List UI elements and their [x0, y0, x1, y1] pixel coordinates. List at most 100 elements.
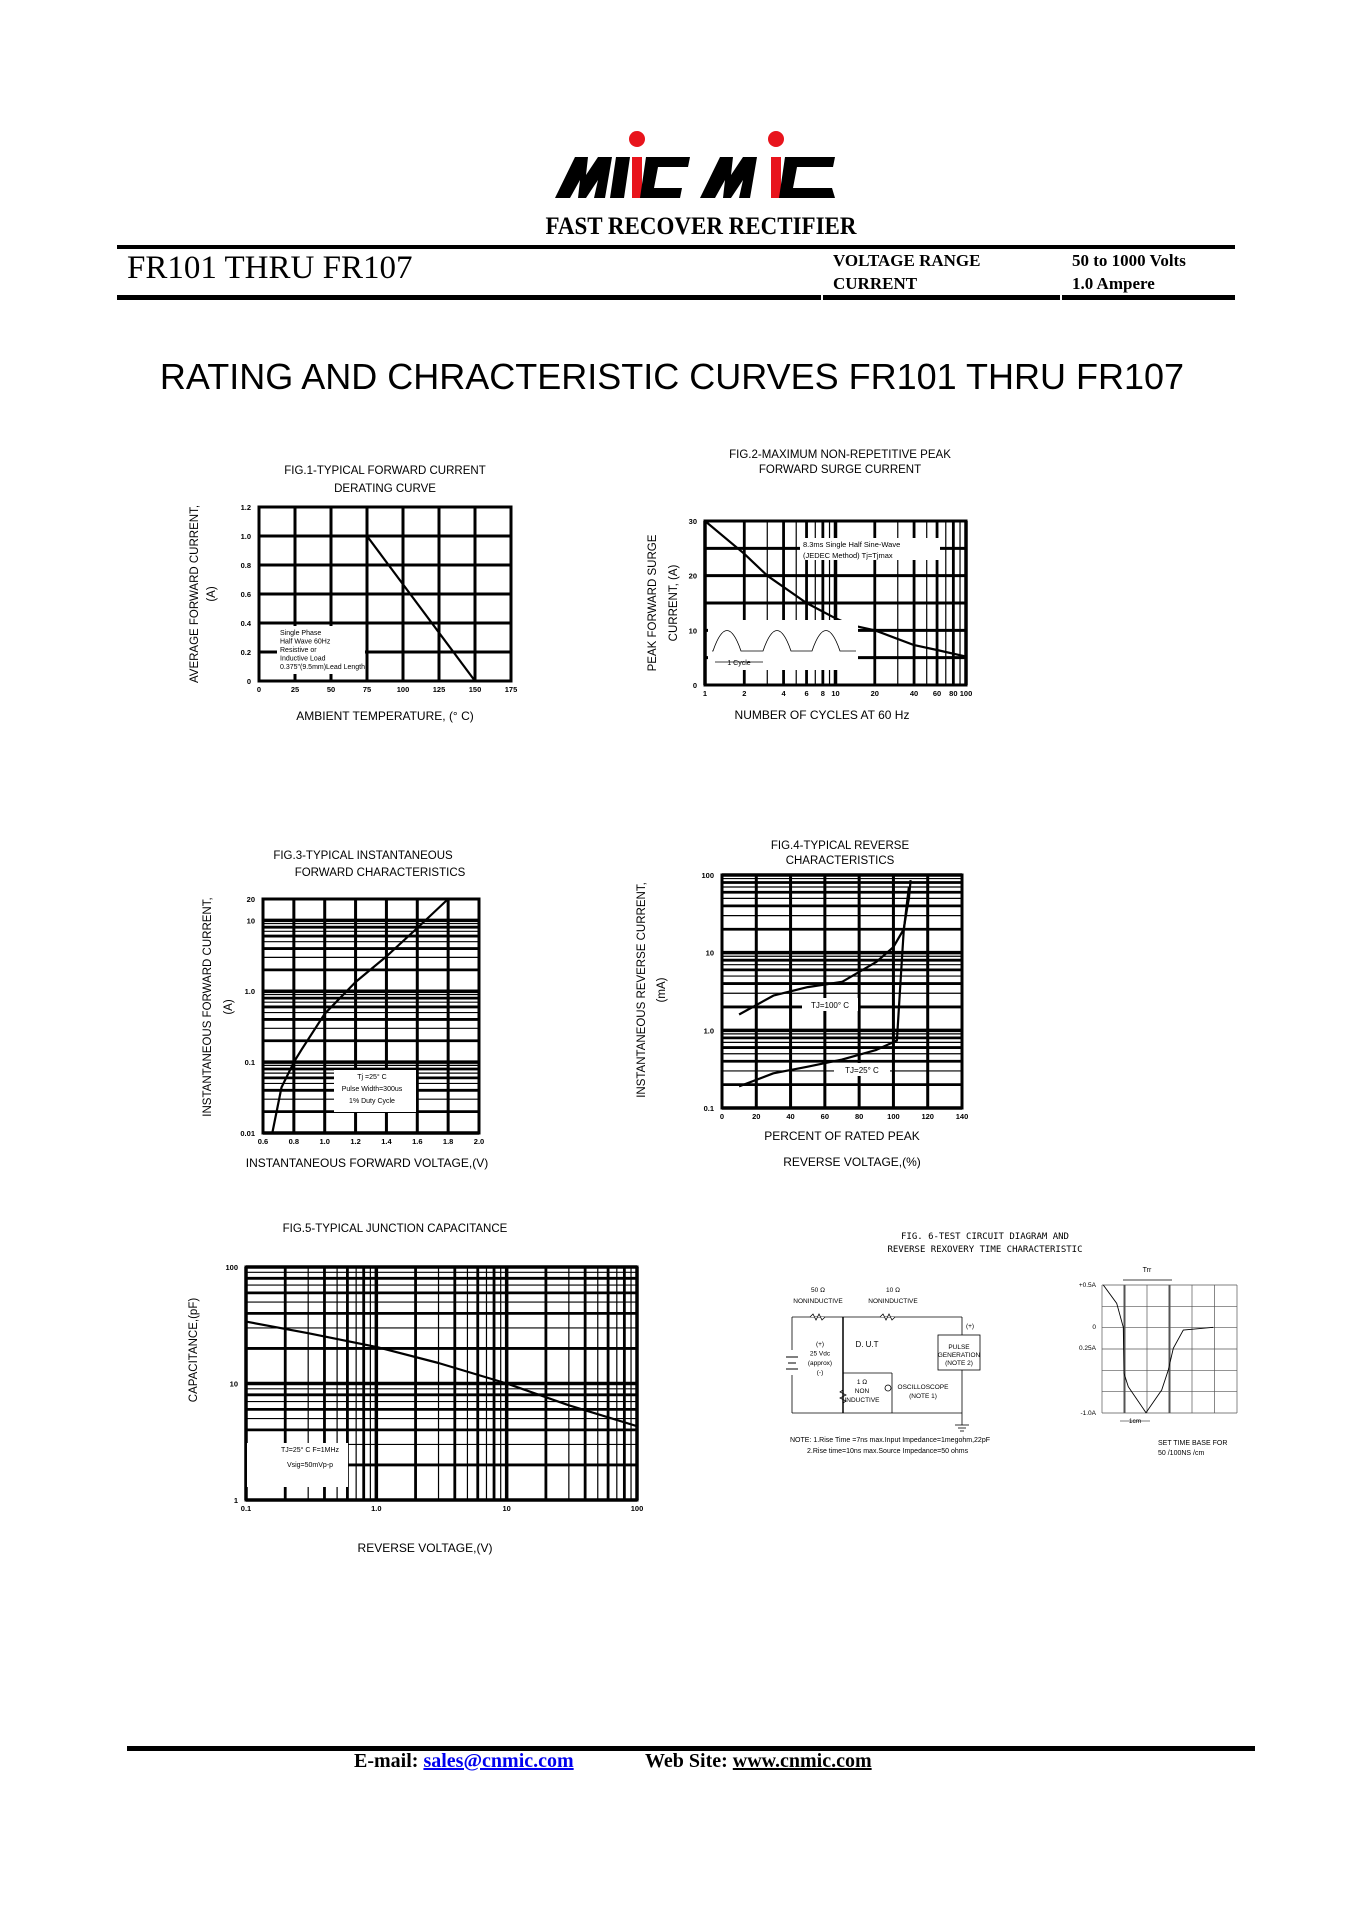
- series-label: TJ=100° C: [811, 1001, 849, 1010]
- chart-title: FIG.4-TYPICAL REVERSE: [771, 840, 910, 852]
- y-axis-label: PEAK FORWARD SURGE: [647, 534, 659, 671]
- y-tick-label: 1.0: [704, 1026, 714, 1035]
- scope-label: (NOTE 1): [909, 1393, 937, 1400]
- spec-current-value: 1.0 Ampere: [1072, 274, 1155, 293]
- source-label: 25 Vdc: [810, 1351, 831, 1358]
- y-tick-label: 20: [689, 572, 697, 581]
- web-label: Web Site:: [645, 1750, 728, 1772]
- resistor-label: INDUCTIVE: [844, 1397, 880, 1404]
- y-tick-label: 100: [701, 871, 714, 880]
- series-line: [738, 886, 910, 1088]
- footer-contact: E-mail: sales@cnmic.com: [354, 1750, 574, 1773]
- y-tick-label: 30: [689, 517, 697, 526]
- x-tick-label: 20: [752, 1112, 760, 1121]
- x-tick-label: 1.6: [412, 1137, 422, 1146]
- pulse-label: (NOTE 2): [945, 1360, 973, 1367]
- x-axis-label: AMBIENT TEMPERATURE, (° C): [296, 709, 473, 723]
- y-tick-label: 10: [247, 916, 255, 925]
- chart-title: FIG.2-MAXIMUM NON-REPETITIVE PEAK: [729, 449, 951, 461]
- annotation-text: (JEDEC Method) Tj=Tjmax: [803, 551, 893, 560]
- web-link[interactable]: www.cnmic.com: [732, 1750, 872, 1772]
- y-axis-label: INSTANTANEOUS REVERSE CURRENT,: [636, 882, 648, 1098]
- note: 2.Rise time=10ns max.Source Impedance=50…: [807, 1448, 969, 1455]
- chart-title: CHARACTERISTICS: [786, 855, 895, 867]
- annotation-text: 1% Duty Cycle: [349, 1098, 395, 1105]
- chart-title: FIG.3-TYPICAL INSTANTANEOUS: [273, 850, 453, 862]
- chart-title: FORWARD CHARACTERISTICS: [295, 867, 466, 879]
- annotation-text: Pulse Width=300us: [342, 1086, 403, 1093]
- x-tick-label: 2: [742, 689, 746, 698]
- y-tick-label: 1.0: [245, 987, 255, 996]
- x-tick-label: 175: [505, 685, 518, 694]
- series-label: TJ=25° C: [845, 1066, 879, 1075]
- note: NOTE: 1.Rise Time =7ns max.Input Impedan…: [790, 1437, 990, 1444]
- x-tick-label: 10: [502, 1504, 510, 1513]
- logo-dot: [768, 131, 784, 147]
- x-tick-label: 140: [956, 1112, 969, 1121]
- x-tick-label: 1.4: [381, 1137, 392, 1146]
- x-tick-label: 1.0: [371, 1504, 381, 1513]
- x-tick-label: 0: [720, 1112, 724, 1121]
- pulse-label: GENERATION: [938, 1352, 981, 1359]
- x-tick-label: 50: [327, 685, 335, 694]
- x-axis-label: PERCENT OF RATED PEAK: [764, 1129, 920, 1143]
- product-subtitle: FAST RECOVER RECTIFIER: [545, 213, 857, 240]
- half-sine-waveform: [712, 630, 856, 652]
- email-link[interactable]: sales@cnmic.com: [423, 1750, 574, 1772]
- header-top-rule: [117, 245, 1235, 249]
- label: NONINDUCTIVE: [793, 1298, 843, 1305]
- x-tick-label: 0.1: [241, 1504, 251, 1513]
- spec-voltage-value: 50 to 1000 Volts: [1072, 251, 1186, 270]
- x-tick-label: 25: [291, 685, 299, 694]
- source-label: (-): [817, 1370, 824, 1377]
- x-tick-label: 0: [257, 685, 261, 694]
- y-tick-label: 100: [225, 1263, 238, 1272]
- annotation-text: Single Phase: [280, 630, 321, 637]
- y-axis-label: CAPACITANCE,(pF): [188, 1298, 200, 1403]
- header-bottom-rule: [117, 295, 1235, 300]
- y-axis-label: (A): [223, 999, 235, 1015]
- fig2-chart: 1 2 4 6 8 10 20 40 60 80 100 0 10 20 30 FIG.2-MAXIMUM N…: [647, 449, 972, 722]
- x-tick-label: 40: [786, 1112, 794, 1121]
- x-tick-label: 40: [910, 689, 918, 698]
- mic-logo: [555, 131, 835, 198]
- annotation-text: 8.3ms Single Half Sine-Wave: [803, 540, 900, 549]
- y-tick-label: 0.1: [245, 1058, 255, 1067]
- source-label: (+): [816, 1341, 824, 1348]
- series-label-bg: [802, 998, 858, 1011]
- y-tick-label: 0.2: [241, 648, 251, 657]
- scope-axis-label: +0.5A: [1079, 1282, 1097, 1289]
- timebase-label: SET TIME BASE FOR: [1158, 1440, 1227, 1447]
- fig1-chart: 0 25 50 75 100 125 150 175 0 0.2 0.4 0.6 0.8 1.0 1.2 FI…: [189, 465, 517, 723]
- x-tick-label: 100: [887, 1112, 900, 1121]
- label: (+): [966, 1323, 974, 1330]
- x-tick-label: 80: [949, 689, 957, 698]
- y-axis-label: AVERAGE FORWARD CURRENT,: [189, 505, 201, 683]
- fig5-chart: 0.1 1.0 10 100 1 10 100 FIG.5-TYPICAL JUNCTION …: [188, 1223, 643, 1555]
- footer-web: Web Site: www.cnmic.com: [645, 1750, 872, 1773]
- y-tick-label: 0.8: [241, 561, 251, 570]
- source-label: (approx): [808, 1360, 832, 1367]
- x-tick-label: 1.2: [350, 1137, 360, 1146]
- x-axis-label: REVERSE VOLTAGE,(%): [783, 1155, 921, 1169]
- y-tick-label: 0.6: [241, 590, 251, 599]
- label: 10 Ω: [886, 1287, 900, 1294]
- x-tick-label: 1.0: [319, 1137, 329, 1146]
- spec-divider: [821, 295, 823, 300]
- y-tick-label: 10: [689, 626, 697, 635]
- y-tick-label: 20: [247, 895, 255, 904]
- series-label-bg: [834, 1063, 890, 1076]
- annotation-box: [334, 1070, 416, 1112]
- cycle-label: 1 Cycle: [727, 660, 750, 667]
- annotation-text: Resistive or: [280, 647, 317, 654]
- annotation-text: Inductive Load: [280, 656, 326, 663]
- plot-frame: [261, 897, 481, 1135]
- y-tick-label: 10: [706, 949, 714, 958]
- x-tick-label: 100: [631, 1504, 644, 1513]
- y-axis-label: CURRENT, (A): [668, 565, 680, 642]
- plot-frame: [257, 505, 513, 683]
- x-tick-label: 125: [433, 685, 446, 694]
- chart-title: FIG.5-TYPICAL JUNCTION CAPACITANCE: [283, 1223, 508, 1235]
- label: 50 Ω: [811, 1287, 825, 1294]
